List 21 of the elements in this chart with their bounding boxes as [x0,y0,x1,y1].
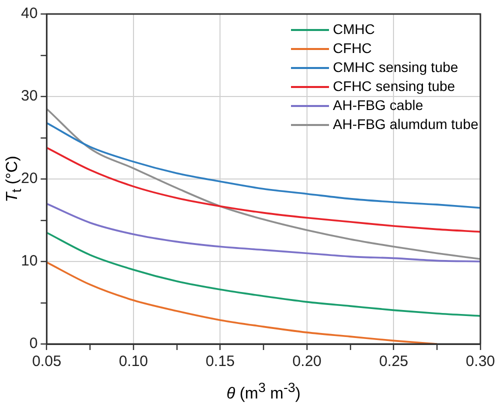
x-axis-title: θ (m$^{3}$ m$^{-3}$) [226,380,301,404]
line-series [46,146,480,233]
line-series [46,261,438,344]
x-tick-label: 0.20 [292,353,322,370]
x-tick-label: 0.15 [206,353,235,370]
legend-label: CMHC [332,20,375,39]
x-tick-label: 0.25 [379,353,408,370]
legend-label: AH-FBG cable [332,96,424,115]
legend-label: CFHC [332,39,372,58]
line-series [46,232,480,317]
y-tick-label: 10 [20,252,38,270]
x-tick-label: 0.30 [466,353,496,370]
x-tick-label: 0.05 [32,353,62,370]
y-tick-label: 40 [20,5,38,22]
x-tick-label: 0.10 [118,353,148,370]
legend-label: AH-FBG alumdum tube [332,115,478,134]
line-series [46,202,480,262]
y-tick-label: 30 [20,88,38,105]
y-tick-label: 0 [29,335,38,352]
legend-label: CMHC sensing tube [332,58,458,77]
legend-label: CFHC sensing tube [332,77,456,96]
